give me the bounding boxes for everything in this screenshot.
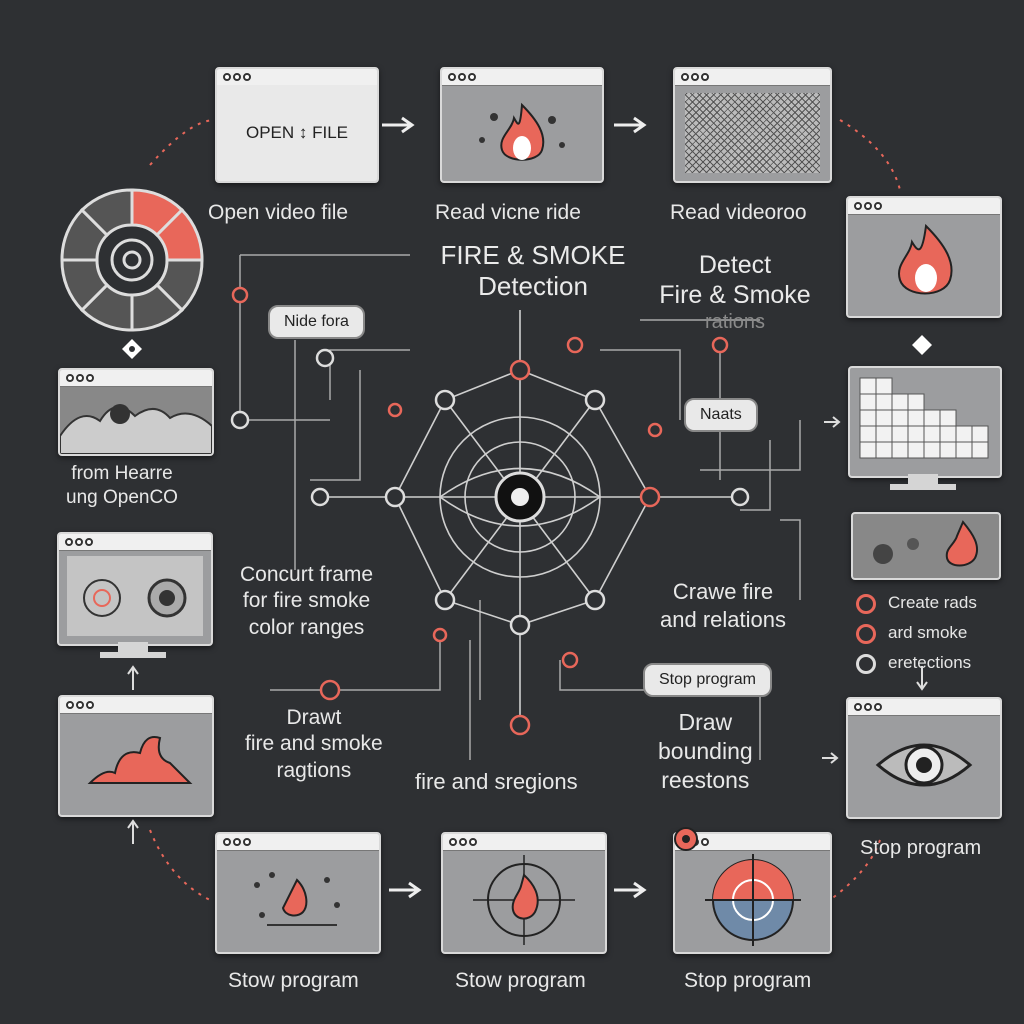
open-file-button[interactable]: OPEN ↕ FILE [245, 123, 349, 142]
fire-strip-window [851, 512, 1001, 580]
eye-icon [875, 743, 973, 787]
stop-program-label-right: Stop program [860, 837, 982, 859]
convert-monitor [57, 532, 213, 646]
arrow-right-icon [614, 881, 647, 899]
read-video-label: Read vicne ride [435, 201, 581, 224]
gauge-wheel-icon [60, 188, 204, 332]
arrow-right-small-icon [822, 752, 839, 764]
from-label: from Hearre ung OpenCO [66, 463, 178, 508]
arrow-down-icon [916, 666, 928, 691]
stow-label-1: Stow program [228, 969, 359, 992]
fire-regions-label: fire and sregions [415, 769, 578, 794]
create-list: Create rads ard smoke eretections [856, 588, 977, 678]
rings-icon [83, 578, 187, 618]
read-video-grid-window [673, 67, 832, 183]
arrow-right-icon [614, 116, 647, 134]
monitor-stand [118, 642, 148, 652]
smoke-cloud-icon [60, 404, 212, 454]
read-video-label-2: Read videoroo [670, 201, 807, 224]
nide-pill[interactable]: Nide fora [268, 305, 365, 339]
draw-bounding-label: Draw bounding reestons [658, 709, 753, 793]
convert-label: Concurt frame for fire smoke color range… [240, 563, 374, 639]
draw-fire-window [58, 695, 214, 817]
record-icon [674, 827, 698, 851]
fire-icon [873, 520, 979, 567]
list-item: eretections [856, 648, 977, 678]
read-video-window [440, 67, 604, 183]
monitor-base [890, 484, 956, 490]
arrow-right-icon [389, 881, 422, 899]
stop-label-bottom: Stop program [684, 969, 812, 992]
open-file-window: OPEN ↕ FILE [215, 67, 379, 183]
target-flame-icon [473, 855, 575, 945]
stow-window-2 [441, 832, 607, 954]
list-item: Create rads [856, 588, 977, 618]
monitor-base [100, 652, 166, 658]
flame-spread-icon [87, 736, 193, 784]
diamond-icon [912, 335, 932, 355]
stow-label-2: Stow program [455, 969, 586, 992]
arrow-right-small-icon [824, 416, 841, 428]
monitor-stand [908, 474, 938, 484]
noise-pattern [685, 93, 820, 173]
detect-title: Detect Fire & Smoke rations [659, 251, 811, 333]
bullet-icon [856, 623, 876, 644]
detect-fire-window [846, 196, 1002, 318]
grid-monitor [848, 366, 1002, 478]
open-video-label: Open video file [208, 201, 349, 224]
hearre-window [58, 368, 214, 456]
fire-icon [479, 102, 565, 161]
draw-label: Drawt fire and smoke ragtions [245, 706, 383, 782]
naats-pill[interactable]: Naats [684, 398, 758, 432]
bullet-icon [856, 593, 876, 614]
scatter-flame-icon [254, 872, 340, 926]
crawe-label: Crawe fire and relations [660, 579, 786, 632]
diamond-icon [122, 339, 142, 359]
stow-window-1 [215, 832, 381, 954]
arrow-up-icon [127, 819, 139, 844]
stop-program-pill[interactable]: Stop program [643, 663, 772, 697]
crosshair-target-icon [705, 854, 801, 946]
arrow-up-icon [127, 665, 139, 690]
bullet-icon [856, 653, 876, 674]
arrow-right-icon [382, 116, 415, 134]
center-title: FIRE & SMOKE Detection [440, 240, 626, 302]
fire-icon [898, 223, 953, 295]
list-item: ard smoke [856, 618, 977, 648]
histogram-grid-icon [859, 377, 989, 459]
eye-window [846, 697, 1002, 819]
